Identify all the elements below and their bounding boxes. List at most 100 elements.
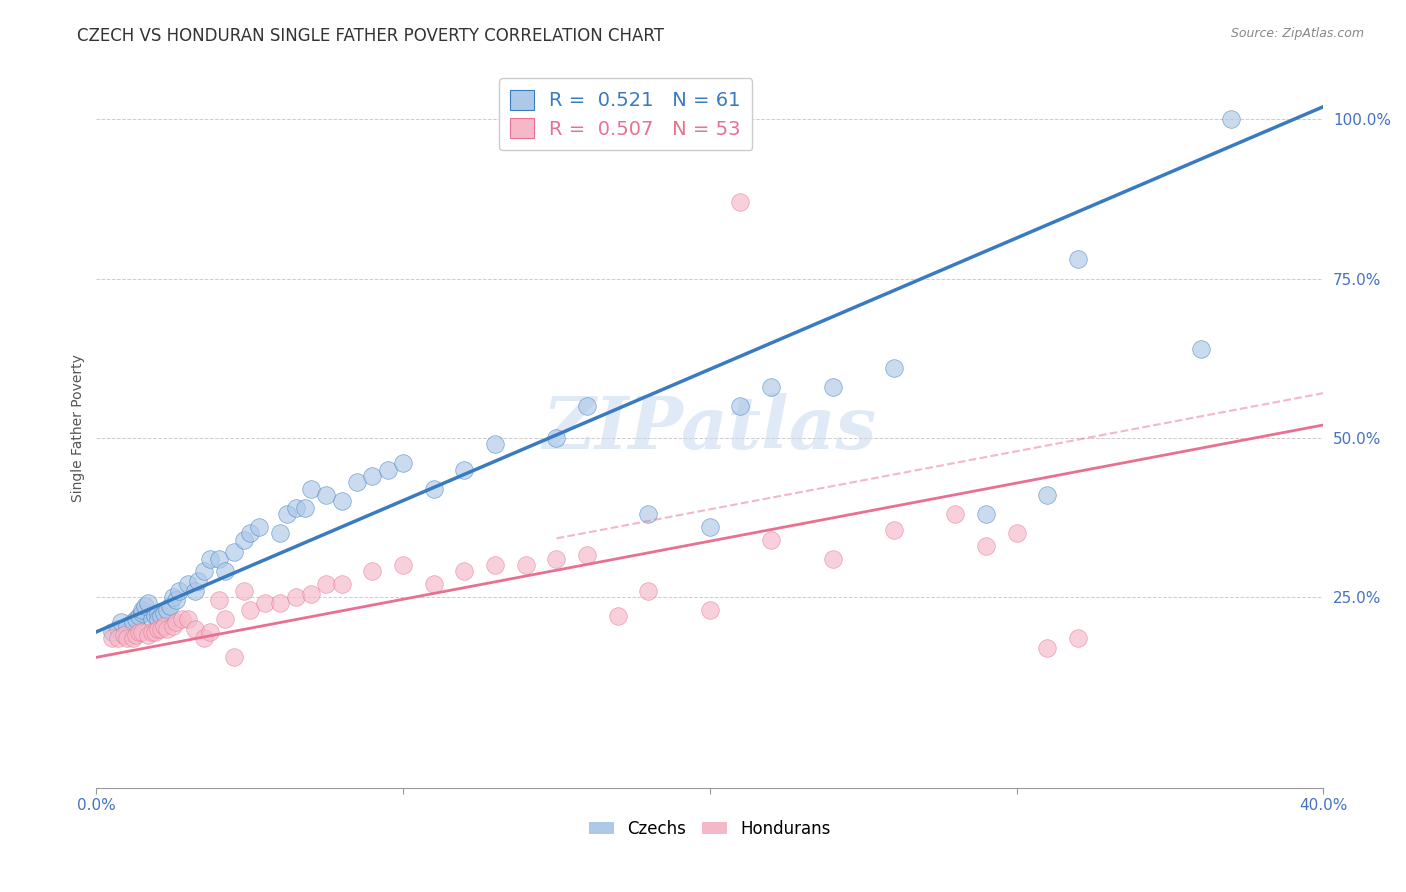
Point	[299, 482, 322, 496]
Point	[637, 583, 659, 598]
Point	[208, 593, 231, 607]
Point	[138, 596, 160, 610]
Point	[759, 533, 782, 547]
Point	[453, 565, 475, 579]
Point	[239, 602, 262, 616]
Point	[576, 549, 599, 563]
Point	[125, 612, 148, 626]
Point	[515, 558, 537, 572]
Point	[134, 599, 156, 614]
Point	[172, 612, 194, 626]
Point	[759, 380, 782, 394]
Point	[146, 612, 169, 626]
Point	[107, 632, 129, 646]
Point	[1067, 252, 1090, 267]
Point	[821, 551, 844, 566]
Point	[167, 583, 190, 598]
Point	[141, 612, 163, 626]
Point	[484, 558, 506, 572]
Point	[165, 615, 187, 630]
Text: Source: ZipAtlas.com: Source: ZipAtlas.com	[1230, 27, 1364, 40]
Point	[208, 551, 231, 566]
Point	[284, 500, 307, 515]
Y-axis label: Single Father Poverty: Single Father Poverty	[72, 354, 86, 502]
Point	[100, 632, 122, 646]
Point	[100, 624, 122, 639]
Point	[883, 523, 905, 537]
Point	[294, 500, 316, 515]
Legend: Czechs, Hondurans: Czechs, Hondurans	[582, 813, 838, 844]
Point	[177, 577, 200, 591]
Point	[315, 577, 337, 591]
Point	[637, 507, 659, 521]
Point	[224, 545, 246, 559]
Point	[153, 618, 176, 632]
Point	[699, 520, 721, 534]
Point	[156, 622, 179, 636]
Point	[1189, 342, 1212, 356]
Point	[576, 399, 599, 413]
Point	[214, 612, 236, 626]
Point	[153, 606, 176, 620]
Point	[214, 565, 236, 579]
Point	[165, 593, 187, 607]
Point	[276, 507, 298, 521]
Point	[149, 622, 172, 636]
Point	[546, 431, 568, 445]
Point	[115, 624, 138, 639]
Point	[115, 632, 138, 646]
Point	[110, 615, 132, 630]
Point	[128, 624, 150, 639]
Point	[392, 558, 415, 572]
Point	[315, 488, 337, 502]
Point	[269, 596, 291, 610]
Point	[453, 462, 475, 476]
Point	[377, 462, 399, 476]
Point	[115, 618, 138, 632]
Point	[138, 628, 160, 642]
Point	[699, 602, 721, 616]
Point	[232, 583, 254, 598]
Point	[224, 650, 246, 665]
Point	[143, 609, 166, 624]
Point	[269, 526, 291, 541]
Point	[193, 565, 215, 579]
Text: CZECH VS HONDURAN SINGLE FATHER POVERTY CORRELATION CHART: CZECH VS HONDURAN SINGLE FATHER POVERTY …	[77, 27, 664, 45]
Point	[730, 399, 752, 413]
Point	[1005, 526, 1028, 541]
Point	[107, 622, 129, 636]
Point	[162, 618, 184, 632]
Point	[821, 380, 844, 394]
Point	[299, 587, 322, 601]
Point	[198, 624, 221, 639]
Point	[284, 590, 307, 604]
Point	[361, 469, 384, 483]
Point	[1067, 632, 1090, 646]
Point	[330, 577, 353, 591]
Point	[484, 437, 506, 451]
Point	[546, 551, 568, 566]
Point	[606, 609, 628, 624]
Point	[361, 565, 384, 579]
Point	[159, 599, 181, 614]
Point	[183, 583, 205, 598]
Point	[423, 482, 446, 496]
Point	[187, 574, 209, 588]
Point	[254, 596, 277, 610]
Point	[122, 632, 145, 646]
Point	[122, 615, 145, 630]
Point	[156, 602, 179, 616]
Point	[1036, 488, 1059, 502]
Point	[330, 494, 353, 508]
Point	[162, 590, 184, 604]
Point	[239, 526, 262, 541]
Point	[392, 456, 415, 470]
Text: ZIPatlas: ZIPatlas	[543, 392, 877, 464]
Point	[146, 606, 169, 620]
Point	[346, 475, 368, 490]
Point	[177, 612, 200, 626]
Point	[943, 507, 966, 521]
Point	[883, 360, 905, 375]
Point	[131, 606, 153, 620]
Point	[198, 551, 221, 566]
